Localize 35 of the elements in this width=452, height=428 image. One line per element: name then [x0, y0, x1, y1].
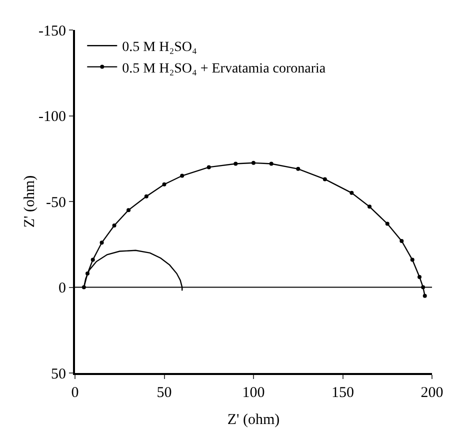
point [418, 274, 422, 279]
point [400, 238, 404, 243]
point [112, 224, 116, 228]
x-axis-title: Z' (ohm) [227, 412, 280, 428]
point [206, 165, 211, 170]
y-tick-label: 50 [51, 366, 66, 382]
point [368, 204, 372, 209]
point [410, 258, 414, 262]
point [90, 258, 95, 262]
point [422, 294, 427, 298]
point [100, 240, 104, 245]
x-tick-label: 200 [420, 385, 444, 401]
point [180, 174, 184, 178]
point [350, 190, 354, 195]
point [252, 160, 256, 165]
x-tick-label: 0 [71, 385, 79, 401]
point [322, 177, 327, 182]
x-tick-label: 50 [156, 385, 172, 401]
point [269, 162, 274, 166]
point [86, 272, 90, 276]
point [234, 162, 238, 166]
point [296, 166, 300, 171]
legend-label: 0.5 M H₂SO₄ [122, 40, 197, 56]
y-axis-title: Z' (ohm) [22, 175, 38, 228]
x-tick-label: 100 [242, 385, 265, 401]
point [162, 182, 166, 186]
point [126, 208, 131, 212]
y-tick-label: -50 [46, 194, 66, 211]
point [144, 194, 148, 198]
x-tick-label: 150 [332, 385, 354, 401]
y-tick-label: -150 [38, 23, 66, 40]
y-tick-label: 0 [58, 280, 66, 296]
point [385, 222, 390, 226]
legend-label: 0.5 M H₂SO₄ + Ervatamia coronaria [122, 61, 326, 76]
y-tick-label: -100 [38, 109, 66, 125]
